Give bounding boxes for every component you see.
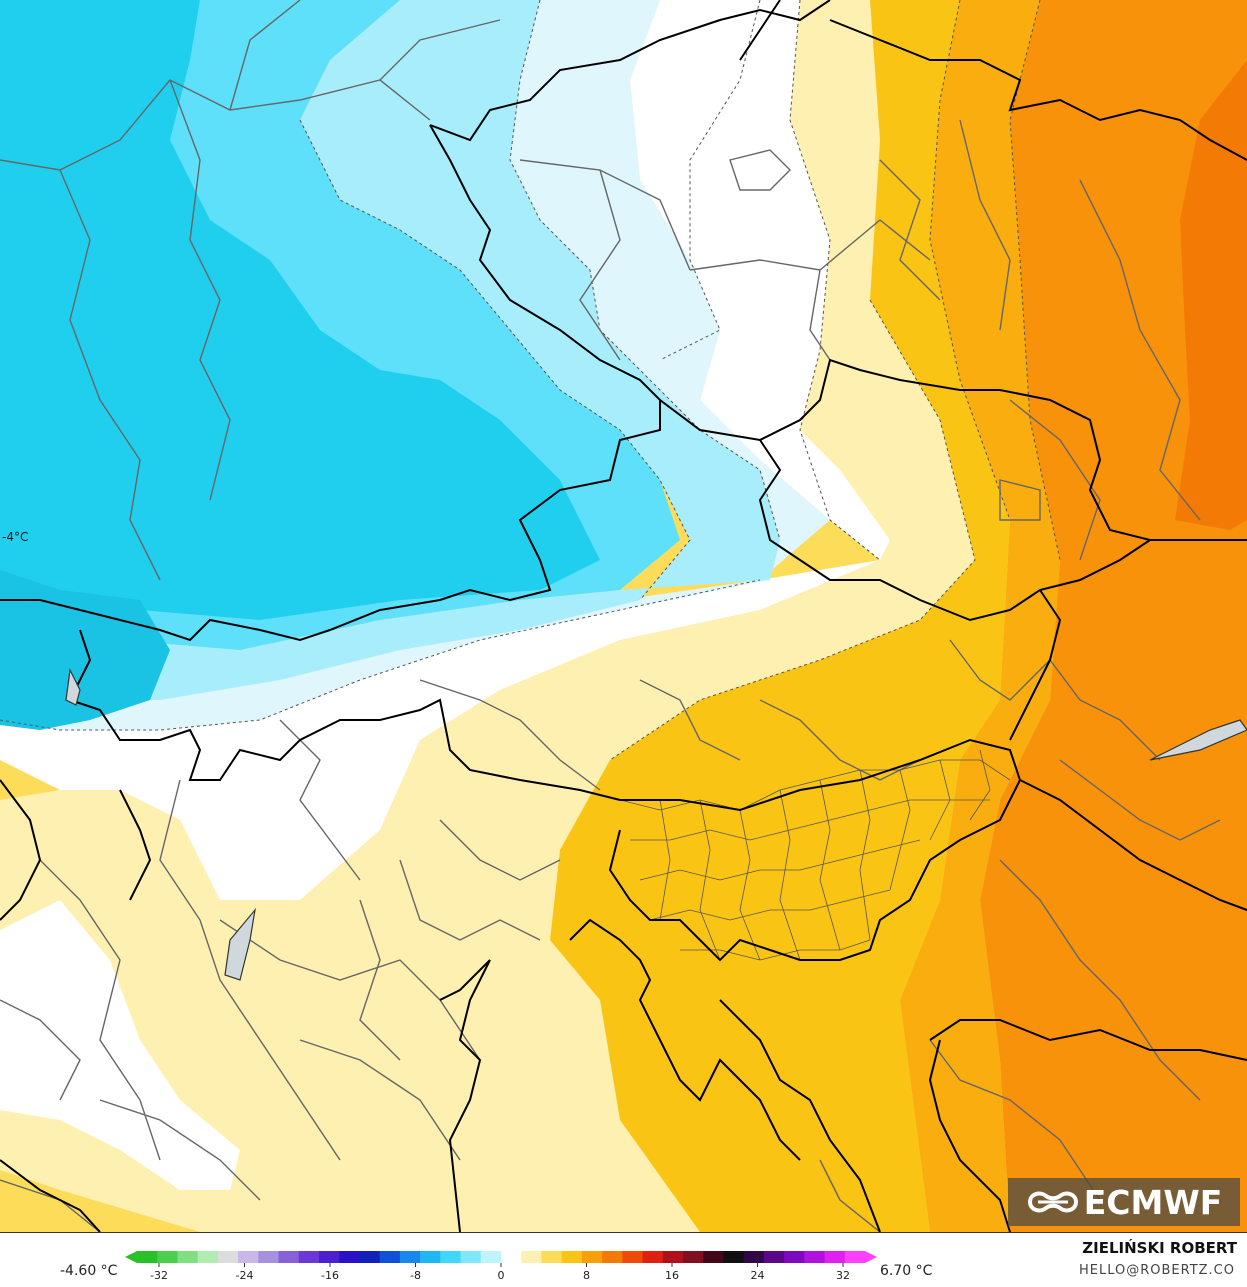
fill-pale-yellow-north	[790, 0, 975, 580]
map-canvas	[0, 0, 1247, 1232]
colorbar-tick-label: 16	[665, 1269, 679, 1282]
fill-white	[630, 0, 890, 560]
legend-footer: -4.60 °C -32 -24 -16 -8 0 8 16 24 32 6.70 °C ZIE…	[0, 1233, 1247, 1287]
legend-min-label: -4.60 °C	[60, 1263, 118, 1279]
colorbar-swatch	[844, 1251, 866, 1263]
colorbar-swatch	[763, 1251, 785, 1263]
colorbar-tick-label: 0	[498, 1269, 505, 1282]
colorbar-swatch	[703, 1251, 724, 1263]
colorbar-swatch	[460, 1251, 482, 1263]
colorbar-swatch	[197, 1251, 219, 1263]
fill-orange-light	[900, 0, 1060, 1232]
colorbar-tick-label: -24	[236, 1269, 254, 1282]
legend-max-label: 6.70 °C	[880, 1263, 933, 1279]
colorbar-swatch	[662, 1251, 684, 1263]
fill-deep-orange	[980, 0, 1247, 1232]
colorbar-swatch	[541, 1251, 563, 1263]
fill-gold	[550, 0, 1010, 1232]
contour-label: -4°C	[2, 530, 29, 544]
colorbar-swatch	[501, 1251, 522, 1263]
colorbar-swatch	[784, 1251, 805, 1263]
colorbar-tick-label: 8	[583, 1269, 590, 1282]
colorbar-swatch	[359, 1251, 381, 1263]
colorbar-tick-label: -16	[321, 1269, 339, 1282]
fill-white-alpine	[0, 560, 880, 900]
isotherm-lines	[0, 0, 1061, 761]
colorbar-tick-label: -32	[150, 1269, 168, 1282]
colorbar-swatch	[602, 1251, 623, 1263]
colorbar-swatch	[723, 1251, 745, 1263]
colorbar-swatch	[824, 1251, 846, 1263]
colorbar-swatch	[217, 1251, 239, 1263]
colorbar-swatch	[177, 1251, 199, 1263]
municipality-mesh	[619, 749, 1011, 961]
colorbar-swatch	[379, 1251, 401, 1263]
colorbar-swatch	[420, 1251, 441, 1263]
colorbar-swatch	[399, 1251, 421, 1263]
colorbar-swatch	[319, 1251, 340, 1263]
colorbar-arrow-right	[865, 1251, 877, 1263]
colorbar-tick-label: 24	[751, 1269, 765, 1282]
fill-light-blue	[0, 0, 780, 700]
national-borders	[0, 0, 1247, 1232]
colorbar-swatch	[137, 1251, 158, 1263]
lakes	[65, 667, 1247, 981]
ecmwf-logo: ECMWF	[1008, 1178, 1240, 1226]
colorbar-swatch	[238, 1251, 259, 1263]
colorbar-swatch	[157, 1251, 178, 1263]
ecmwf-logo-text: ECMWF	[1083, 1182, 1223, 1222]
fill-white-west	[0, 900, 240, 1190]
temperature-map: -4°C ECMWF	[0, 0, 1247, 1233]
colorbar-tick-label: 32	[836, 1269, 850, 1282]
colorbar-swatch	[480, 1251, 502, 1263]
fill-deep-blue	[0, 0, 600, 620]
colorbar-arrow-left	[125, 1251, 137, 1263]
fill-pale-yellow-southwest	[0, 560, 975, 1232]
colorbar-swatch	[278, 1251, 300, 1263]
fill-deep-blue-core	[0, 570, 170, 730]
author-name: ZIELIŃSKI ROBERT	[1082, 1239, 1237, 1257]
region-boundaries	[0, 0, 1221, 1232]
colorbar-swatch	[804, 1251, 826, 1263]
colorbar-swatch	[561, 1251, 583, 1263]
colorbar-swatch	[339, 1251, 360, 1263]
ecmwf-logo-icon	[1027, 1191, 1078, 1213]
author-contact: HELLO@ROBERTZ.CO	[1078, 1263, 1235, 1278]
colorbar-swatch	[440, 1251, 462, 1263]
colorbar-tick-label: -8	[410, 1269, 421, 1282]
colorbar-swatch	[521, 1251, 542, 1263]
colorbar-swatch	[258, 1251, 280, 1263]
colorbar-swatch	[622, 1251, 644, 1263]
colorbar-swatch	[683, 1251, 704, 1263]
colorbar-swatch	[642, 1251, 664, 1263]
fill-orange-east	[1175, 60, 1247, 530]
temperature-colorbar: -32 -24 -16 -8 0 8 16 24 32	[125, 1251, 877, 1282]
colorbar-swatch	[743, 1251, 765, 1263]
fill-pale-blue	[0, 0, 830, 730]
colorbar-swatch	[298, 1251, 320, 1263]
colorbar-swatch	[581, 1251, 603, 1263]
